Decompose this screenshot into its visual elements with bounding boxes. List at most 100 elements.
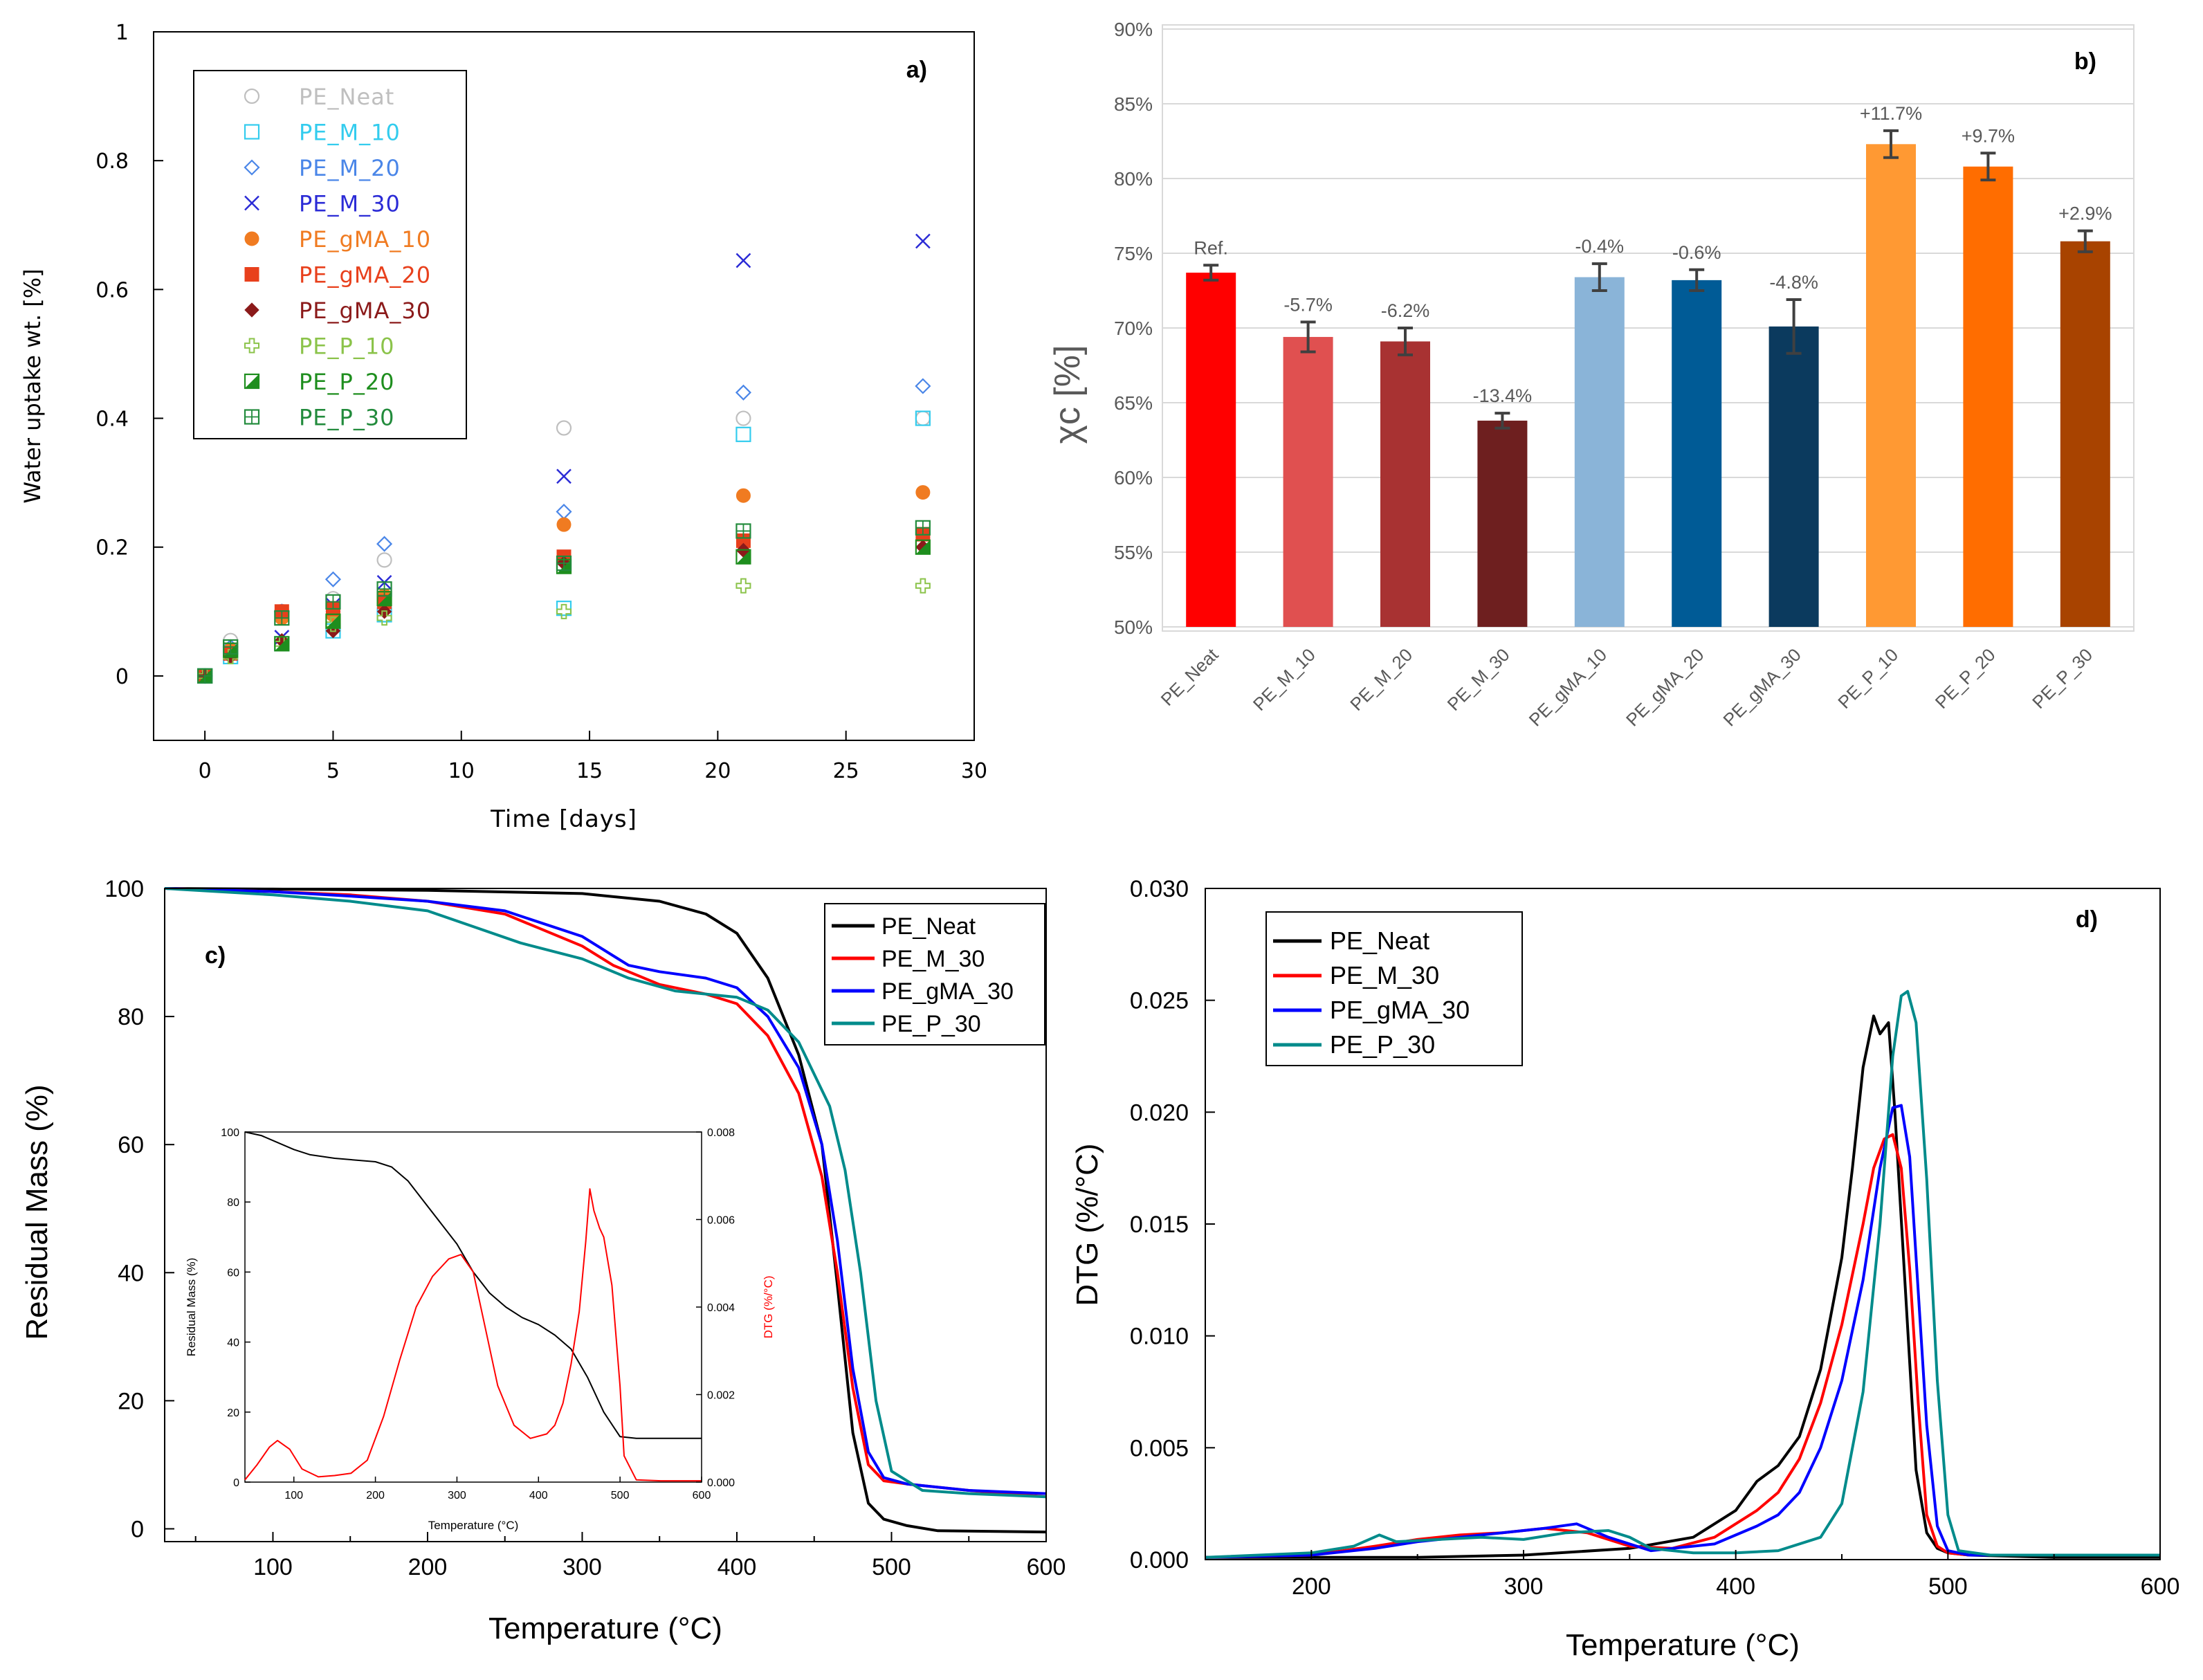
legend-label-pe-gma-30: PE_gMA_30	[1330, 996, 1470, 1024]
bar-pe-m-20	[1380, 341, 1430, 627]
legend-label-pe-m-20: PE_M_20	[299, 155, 401, 181]
line-pe-p-30	[164, 887, 1047, 1499]
inset-y-tick-label: 100	[221, 1127, 239, 1139]
panel-d-y-axis-title: DTG (%/°C)	[1070, 1143, 1104, 1306]
panel-d-y-tick-label: 0.005	[1130, 1435, 1189, 1461]
line-pe-gma-30	[1205, 1104, 2160, 1559]
panel-a-x-axis-title: Time [days]	[490, 805, 637, 833]
point-pe-p-30-day-0	[197, 668, 213, 684]
inset-x-tick-label: 100	[284, 1490, 303, 1501]
point-pe-p-10-day-14	[556, 603, 572, 619]
legend-marker-pe-neat	[244, 88, 260, 104]
panel-d-y-tick-label: 0.010	[1130, 1324, 1189, 1350]
panel-a-x-tick-label: 10	[448, 759, 475, 783]
legend-marker-pe-gma-30	[244, 302, 259, 318]
point-pe-m-20-day-7	[376, 536, 393, 552]
panel-d-y-tick-label: 0.025	[1130, 988, 1189, 1014]
panel-c-plot-frame	[164, 888, 1047, 1542]
bar-label-pe-neat: Ref.	[1194, 237, 1228, 258]
panel-c-y-tick-label: 0	[131, 1516, 144, 1542]
point-pe-p-30-day-5	[325, 594, 341, 610]
bar-pe-gma-10	[1574, 277, 1625, 627]
inset-y-tick-label: 60	[227, 1267, 239, 1279]
panel-b-y-tick-label: 90%	[1114, 19, 1153, 40]
inset-y-right-tick-label: 0.004	[707, 1302, 735, 1314]
legend-label-pe-gma-10: PE_gMA_10	[299, 226, 431, 253]
panel-c-y-tick-label: 100	[104, 876, 144, 902]
panel-d-dtg-chart: 200 300 400 500 600 0.000 0.005 0.010 0.015 0.020…	[1070, 876, 2179, 1662]
point-pe-p-30-day-21	[735, 523, 751, 539]
legend-label-pe-gma-20: PE_gMA_20	[299, 262, 431, 289]
panel-a-x-tick-label: 25	[833, 759, 859, 783]
bar-pe-m-10	[1283, 336, 1333, 627]
legend-label-pe-m-30: PE_M_30	[1330, 961, 1439, 989]
panel-d-label: d)	[2076, 906, 2098, 933]
bar-pe-p-30	[2060, 241, 2110, 628]
inset-y-right-tick-label: 0.002	[707, 1390, 735, 1402]
line-pe-gma-30	[164, 887, 1047, 1495]
panel-a-x-tick-label: 5	[327, 759, 340, 783]
legend-label-pe-neat: PE_Neat	[299, 84, 394, 110]
panel-b-y-tick-label: 75%	[1114, 243, 1153, 264]
inset-y-axis-title: Residual Mass (%)	[185, 1258, 198, 1357]
bar-label-pe-gma-20: -0.6%	[1672, 242, 1721, 263]
inset-line-dtg	[244, 1188, 702, 1482]
legend-label-pe-p-30: PE_P_30	[1330, 1030, 1435, 1059]
legend-label-pe-p-20: PE_P_20	[299, 369, 395, 395]
panel-c-x-tick-label: 200	[408, 1554, 448, 1580]
bar-label-pe-m-30: -13.4%	[1473, 385, 1533, 406]
inset-y-tick-label: 20	[227, 1407, 239, 1419]
legend-label-pe-m-30: PE_M_30	[299, 191, 401, 217]
panel-d-x-tick-label: 200	[1292, 1573, 1331, 1600]
inset-x-tick-label: 500	[611, 1490, 630, 1501]
point-pe-m-30-day-28	[915, 233, 931, 249]
panel-c-inset-chart: 100 200 300 400 500 600 0 20 40 60 80 100 0.000 0.002…	[185, 1127, 775, 1532]
panel-c-y-tick-label: 20	[118, 1388, 144, 1414]
panel-a-y-tick-label: 1	[116, 21, 129, 45]
panel-c-y-tick-label: 60	[118, 1132, 144, 1158]
point-pe-neat-day-21	[735, 410, 751, 426]
point-pe-neat-day-7	[376, 552, 392, 568]
panel-a-y-tick-label: 0.4	[95, 408, 129, 432]
inset-x-tick-label: 200	[366, 1490, 385, 1501]
point-pe-p-30-day-1	[223, 639, 239, 655]
panel-b-y-tick-label: 65%	[1114, 392, 1153, 414]
panel-a-x-tick-label: 0	[199, 759, 212, 783]
panel-b-y-tick-label: 70%	[1114, 318, 1153, 339]
panel-d-x-tick-label: 600	[2141, 1573, 2180, 1600]
panel-d-x-tick-label: 400	[1716, 1573, 1755, 1600]
legend-label-pe-neat: PE_Neat	[1330, 926, 1429, 955]
point-pe-p-10-day-28	[915, 578, 931, 594]
bar-label-pe-p-10: +11.7%	[1860, 103, 1922, 124]
bar-pe-gma-30	[1768, 326, 1819, 627]
panel-c-x-tick-label: 600	[1027, 1554, 1066, 1580]
panel-a-legend-box	[193, 70, 467, 439]
bar-label-pe-p-20: +9.7%	[1962, 125, 2015, 146]
panel-a-y-tick-label: 0.2	[95, 536, 129, 560]
point-pe-m-20-day-5	[324, 571, 341, 587]
panel-b-y-axis-title: χc [%]	[1048, 345, 1088, 444]
line-pe-neat	[1205, 1014, 2160, 1559]
point-pe-p-10-day-21	[735, 578, 751, 594]
panel-a-y-tick-label: 0.8	[95, 149, 129, 174]
panel-a-y-tick-label: 0.6	[95, 278, 129, 302]
point-pe-m-10-day-21	[735, 426, 751, 442]
panel-a-x-tick-label: 30	[961, 759, 987, 783]
panel-d-y-tick-label: 0.000	[1130, 1547, 1189, 1573]
legend-label-pe-gma-30: PE_gMA_30	[881, 978, 1014, 1005]
point-pe-m-20-day-28	[915, 378, 931, 394]
panel-c-y-axis-title: Residual Mass (%)	[20, 1084, 54, 1340]
panel-b-label: b)	[2074, 48, 2096, 75]
point-pe-p-30-day-3	[274, 610, 290, 626]
legend-label-pe-p-30: PE_P_30	[881, 1011, 981, 1037]
inset-y-axis-right-title: DTG (%/°C)	[762, 1276, 775, 1339]
legend-marker-pe-p-10	[244, 338, 259, 354]
inset-y-tick-label: 0	[233, 1477, 239, 1489]
point-pe-p-20-day-21	[735, 549, 751, 565]
bar-label-pe-m-10: -5.7%	[1283, 294, 1333, 315]
inset-x-axis-title: Temperature (°C)	[428, 1519, 519, 1532]
bar-label-pe-p-30: +2.9%	[2058, 203, 2112, 224]
point-pe-p-20-day-5	[325, 613, 341, 629]
